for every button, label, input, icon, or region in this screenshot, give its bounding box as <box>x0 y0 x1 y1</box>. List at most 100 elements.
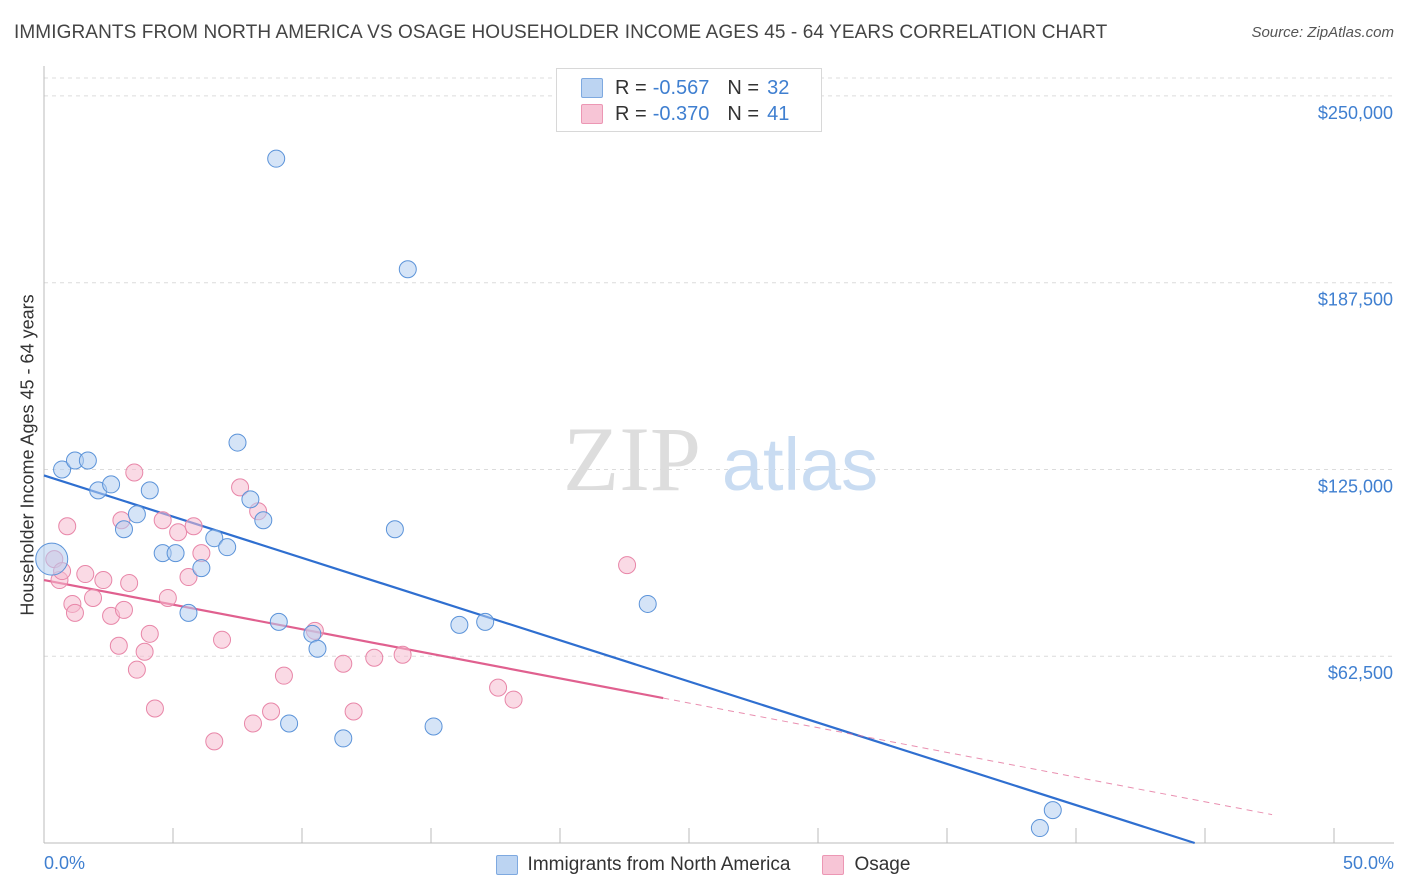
blue-point <box>114 520 133 539</box>
watermark: ZIP atlas <box>563 408 878 510</box>
legend-row-blue: R = -0.567 N = 32 <box>581 76 789 100</box>
pink-point <box>65 603 84 622</box>
pink-trend-extension <box>663 697 1273 816</box>
blue-point <box>241 490 260 509</box>
pink-point <box>184 517 203 536</box>
pink-point <box>140 624 159 643</box>
blue-point <box>102 475 121 494</box>
legend-item-immigrants[interactable]: Immigrants from North America <box>495 854 791 876</box>
pink-point <box>109 636 128 655</box>
legend-r-value: -0.370 <box>652 102 710 125</box>
pink-point <box>127 660 146 679</box>
series-legend: Immigrants from North America Osage <box>0 852 1406 878</box>
pink-point <box>274 666 293 685</box>
pink-point <box>243 714 262 733</box>
pink-point <box>94 571 113 590</box>
pink-point <box>158 588 177 607</box>
legend-n-value: 32 <box>767 76 790 99</box>
legend-n-label: N = <box>727 76 760 99</box>
legend-label-immigrants: Immigrants from North America <box>527 854 791 875</box>
y-axis-label: Householder Income Ages 45 - 64 years <box>17 294 38 616</box>
data-points <box>35 149 1062 838</box>
blue-point <box>334 729 353 748</box>
blue-point <box>179 603 198 622</box>
watermark-zip: ZIP <box>563 408 701 510</box>
blue-point <box>638 594 657 613</box>
legend-swatch-pink <box>581 104 603 124</box>
blue-point <box>35 542 69 576</box>
blue-trend-line <box>43 474 1196 845</box>
axes <box>43 66 1394 844</box>
y-tick-label: $125,000 <box>1318 476 1393 496</box>
legend-n-label: N = <box>727 102 760 125</box>
blue-point <box>450 615 469 634</box>
pink-point <box>84 588 103 607</box>
blue-point <box>476 612 495 631</box>
source-label: Source: ZipAtlas.com <box>1251 24 1394 41</box>
legend-n-value: 41 <box>767 102 790 125</box>
pink-point <box>365 648 384 667</box>
blue-point <box>127 505 146 524</box>
blue-point <box>140 481 159 500</box>
legend-swatch-pink <box>822 855 845 875</box>
legend-r-label: R = <box>615 76 647 99</box>
pink-point <box>114 600 133 619</box>
trend-lines <box>43 474 1273 845</box>
grid <box>44 77 1394 657</box>
legend-swatch-blue <box>581 78 603 98</box>
blue-point <box>424 717 443 736</box>
y-tick-label: $187,500 <box>1318 290 1393 310</box>
legend-item-osage[interactable]: Osage <box>822 854 910 876</box>
pink-point <box>125 463 144 482</box>
blue-point <box>218 538 237 557</box>
blue-point <box>308 639 327 658</box>
blue-point <box>192 559 211 578</box>
pink-point <box>231 478 250 497</box>
pink-point <box>120 574 139 593</box>
pink-point <box>489 678 508 697</box>
legend-r-label: R = <box>615 102 647 125</box>
blue-point <box>398 260 417 279</box>
tick-labels: $62,500 $125,000 $187,500 $250,000 0.0% 50.0% <box>44 103 1394 873</box>
x-tick-label-min: 0.0% <box>44 853 85 873</box>
pink-point <box>618 556 637 575</box>
legend-swatch-blue <box>495 855 518 875</box>
y-tick-label: $250,000 <box>1318 103 1393 123</box>
blue-point <box>1043 801 1062 820</box>
chart-title: IMMIGRANTS FROM NORTH AMERICA VS OSAGE H… <box>14 22 1108 43</box>
pink-point <box>334 654 353 673</box>
blue-point <box>254 511 273 530</box>
blue-point <box>267 149 286 168</box>
pink-point <box>262 702 281 721</box>
pink-point <box>76 565 95 584</box>
pink-point <box>504 690 523 709</box>
pink-point <box>213 630 232 649</box>
blue-point <box>78 451 97 470</box>
pink-point <box>344 702 363 721</box>
pink-point <box>179 568 198 587</box>
pink-trend-line <box>43 578 664 700</box>
pink-point <box>169 523 188 542</box>
x-tick-label-max: 50.0% <box>1343 853 1394 873</box>
pink-point <box>135 642 154 661</box>
pink-point <box>58 517 77 536</box>
pink-point <box>153 511 172 530</box>
blue-point <box>385 520 404 539</box>
legend-row-pink: R = -0.370 N = 41 <box>581 102 789 126</box>
correlation-legend: R = -0.567 N = 32 R = -0.370 N = 41 <box>556 68 822 132</box>
blue-point <box>228 433 247 452</box>
blue-point <box>53 460 72 479</box>
pink-point <box>393 645 412 664</box>
blue-point <box>280 714 299 733</box>
blue-point <box>303 624 322 643</box>
legend-label-osage: Osage <box>854 854 911 875</box>
pink-point <box>205 732 224 751</box>
blue-point <box>1030 819 1049 838</box>
blue-point <box>205 529 224 548</box>
pink-point <box>145 699 164 718</box>
blue-point <box>166 544 185 563</box>
watermark-atlas: atlas <box>722 423 878 506</box>
blue-point <box>269 612 288 631</box>
legend-r-value: -0.567 <box>652 76 710 99</box>
